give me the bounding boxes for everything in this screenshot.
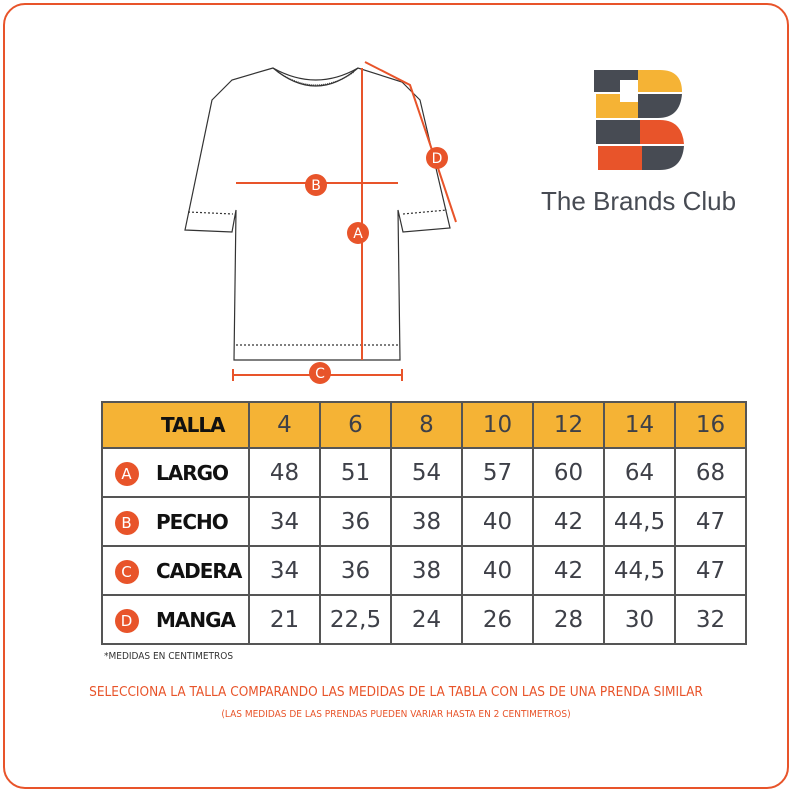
table-row: D MANGA 21 22,5 24 26 28 30 32	[101, 594, 747, 645]
size-header: 4	[248, 401, 321, 449]
table-cell: 54	[390, 447, 463, 498]
header-talla: TALLA	[102, 401, 250, 449]
table-cell: 28	[532, 594, 605, 645]
svg-text:B: B	[311, 178, 321, 194]
row-label: CADERA	[150, 545, 250, 596]
units-note: *MEDIDAS EN CENTIMETROS	[104, 651, 234, 662]
row-label: LARGO	[150, 447, 250, 498]
table-cell: 47	[674, 496, 747, 547]
row-badge: C	[114, 560, 139, 584]
brand-logo	[594, 70, 684, 170]
table-cell: 34	[248, 496, 321, 547]
table-header-row: TALLA 4 6 8 10 12 14 16	[102, 401, 747, 449]
badge-a	[347, 222, 369, 244]
table-cell: 57	[461, 447, 534, 498]
table-cell: 38	[390, 496, 463, 547]
table-cell: 64	[603, 447, 676, 498]
size-header: 12	[532, 401, 605, 449]
table-cell: 40	[461, 545, 534, 596]
table-cell: 32	[674, 594, 747, 645]
table-cell: 34	[248, 545, 321, 596]
table-cell: 51	[319, 447, 392, 498]
table-cell: 24	[390, 594, 463, 645]
table-cell: 36	[319, 545, 392, 596]
row-label: PECHO	[150, 496, 250, 547]
badge-d	[426, 147, 448, 169]
table-cell: 30	[603, 594, 676, 645]
row-badge: A	[114, 462, 139, 486]
disclaimer-text: (LAS MEDIDAS DE LAS PRENDAS PUEDEN VARIA…	[221, 709, 571, 720]
size-header: 10	[461, 401, 534, 449]
size-table: TALLA 4 6 8 10 12 14 16 A LARGO 48 51 54 57 60…	[101, 401, 747, 645]
size-header: 8	[390, 401, 463, 449]
size-header: 16	[674, 401, 747, 449]
table-cell: 44,5	[603, 545, 676, 596]
table-cell: 60	[532, 447, 605, 498]
row-badge: D	[114, 609, 139, 633]
svg-text:D: D	[432, 151, 443, 167]
brand-name: The Brands Club	[541, 186, 737, 216]
table-cell: 44,5	[603, 496, 676, 547]
row-badge: B	[114, 511, 139, 535]
instruction-text: SELECCIONA LA TALLA COMPARANDO LAS MEDID…	[89, 684, 703, 700]
table-row: A LARGO 48 51 54 57 60 64 68	[101, 447, 747, 498]
table-row: B PECHO 34 36 38 40 42 44,5 47	[101, 496, 747, 547]
size-header: 6	[319, 401, 392, 449]
tshirt-diagram: B A D C	[184, 61, 457, 384]
table-cell: 42	[532, 545, 605, 596]
table-cell: 26	[461, 594, 534, 645]
table-cell: 47	[674, 545, 747, 596]
row-label: MANGA	[150, 594, 250, 645]
badge-c	[309, 362, 331, 384]
table-cell: 68	[674, 447, 747, 498]
table-row: C CADERA 34 36 38 40 42 44,5 47	[101, 545, 747, 596]
table-cell: 21	[248, 594, 321, 645]
svg-text:C: C	[315, 366, 325, 382]
table-cell: 22,5	[319, 594, 392, 645]
table-cell: 40	[461, 496, 534, 547]
table-cell: 36	[319, 496, 392, 547]
page-border	[3, 3, 789, 789]
table-cell: 42	[532, 496, 605, 547]
size-header: 14	[603, 401, 676, 449]
table-cell: 48	[248, 447, 321, 498]
svg-text:A: A	[353, 226, 363, 242]
table-cell: 38	[390, 545, 463, 596]
badge-b	[305, 174, 327, 196]
